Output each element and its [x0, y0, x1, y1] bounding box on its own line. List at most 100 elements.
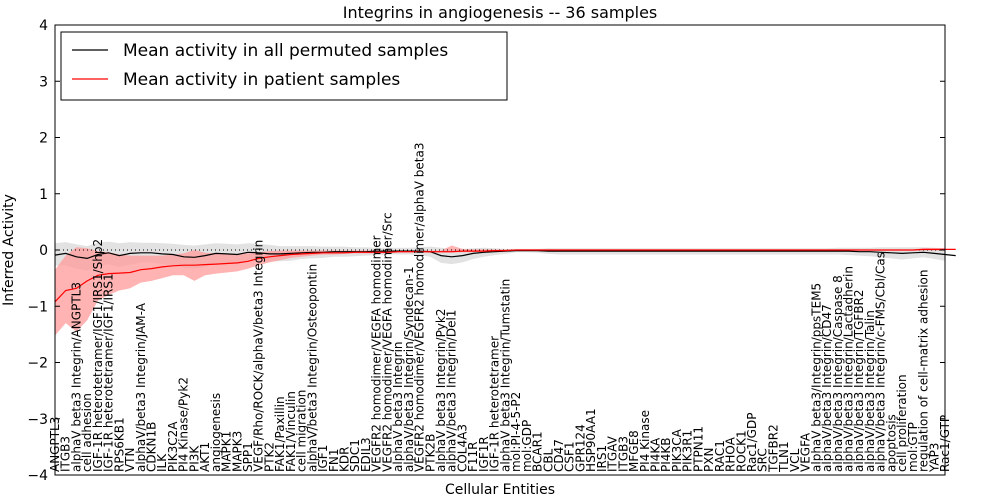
x-tick-label: PI4 Kinase	[638, 410, 652, 472]
x-tick-label: alphaV/beta3 Integrin/Osteopontin	[305, 264, 319, 472]
x-tick-label: VEGFR2 homodimer/VEGFR2 homodimer/alphaV…	[413, 143, 427, 473]
x-tick-label: alphaV beta3/Integrin/ppsTEM5	[809, 283, 823, 472]
y-tick-label: 2	[39, 131, 48, 147]
x-tick-label: ITGB3	[59, 436, 73, 472]
legend-label-2: Mean activity in patient samples	[123, 70, 400, 90]
x-tick-label: COL4A3	[456, 424, 470, 472]
x-tick-label: IGF-1R heterotetramer/IGF1/IRS1/Shp2	[91, 239, 105, 472]
x-tick-label: alphaV beta3 Integrin/Tumstatin	[498, 279, 512, 472]
x-tick-label: alphaV/beta3 Integrin/JAM-A	[134, 302, 148, 472]
legend-box	[60, 31, 508, 101]
x-tick-label: PTK2B	[423, 434, 437, 472]
y-tick-label: 4	[39, 18, 48, 34]
x-tick-label: FAK1/Vinculin	[284, 391, 298, 472]
x-tick-label: PI4KA	[649, 437, 663, 472]
x-tick-label: CBL	[541, 448, 555, 472]
x-tick-label: mol:GTP	[906, 422, 920, 472]
x-tick-label: PTPN11	[691, 426, 705, 472]
x-tick-label: cell adhesion	[80, 393, 94, 472]
x-tick-label: MAPK1	[220, 431, 234, 472]
x-tick-label: TLN1	[777, 441, 791, 473]
y-tick-label: 0	[39, 243, 48, 259]
x-tick-label: mol:GDP	[520, 420, 534, 472]
x-tick-label: alphaV/beta3 Integrin/Caspase 8	[831, 275, 845, 472]
x-tick-label: GPR124	[573, 424, 587, 472]
x-tick-label: PTK2	[263, 442, 277, 472]
x-tick-label: FN1	[327, 448, 341, 472]
x-tick-label: alphaV/beta3 Integrin/CD47	[820, 304, 834, 472]
x-tick-label: ITGAV	[606, 435, 620, 472]
x-tick-label: VEGFR2 homodimer/VEGFA homodimer	[370, 235, 384, 472]
x-tick-label: HSP90AA1	[584, 408, 598, 472]
y-tick-label: 3	[39, 74, 48, 90]
y-tick-label: −1	[27, 299, 48, 315]
x-tick-label: alphaV beta3 Integrin	[391, 341, 405, 472]
x-tick-label: SPP1	[241, 442, 255, 472]
y-axis-label: Inferred Activity	[1, 194, 17, 306]
x-tick-label: PIK3C2A	[166, 421, 180, 472]
x-tick-label: TGFBR2	[766, 424, 780, 473]
x-tick-label: BCAR1	[531, 431, 545, 472]
x-tick-label: F11R	[466, 441, 480, 472]
series-1-band	[55, 241, 945, 271]
x-tick-label: VCL	[788, 448, 802, 472]
x-tick-label: IGF1	[316, 445, 330, 472]
series-lines	[54, 248, 956, 303]
x-tick-label: IGF-1R heterotetramer/IGF1/IRS1	[102, 273, 116, 472]
x-tick-label: VEGF/Rho/ROCK/alphaV/beta3 Integrin	[252, 240, 266, 472]
x-tick-label: RHOA	[724, 436, 738, 472]
x-tick-label: SDC1	[348, 439, 362, 472]
x-tick-label: CDKN1B	[145, 422, 159, 472]
legend: Mean activity in all permuted samples Mea…	[60, 31, 508, 101]
x-tick-label: ROCK1	[734, 430, 748, 472]
x-tick-label: ILK	[155, 453, 169, 472]
x-tick-label: MFGE8	[627, 430, 641, 472]
x-tick-label: RAC1	[713, 440, 727, 472]
y-tick-label: −4	[27, 468, 48, 484]
x-tick-label: cell migration	[295, 390, 309, 472]
plot-frame	[54, 24, 946, 476]
x-tick-label: IGF1R	[477, 436, 491, 472]
x-tick-label: alphaV/beta3 Integrin/TGFBR2	[852, 289, 866, 472]
x-tick-label: PIK3R1	[681, 430, 695, 472]
x-tick-label: FAK1/Paxillin	[273, 396, 287, 472]
x-tick-label: MAPK3	[230, 431, 244, 472]
x-tick-label: PI4 Kinase/Pyk2	[177, 377, 191, 472]
x-tick-label: Rac1/GDP	[745, 413, 759, 472]
legend-label-1: Mean activity in all permuted samples	[123, 41, 448, 61]
x-tick-label: KDR	[338, 447, 352, 472]
chart-title: Integrins in angiogenesis -- 36 samples	[343, 3, 658, 22]
x-tick-label: IRS1	[595, 445, 609, 472]
x-tick-label: alphaV/beta3 Integrin/Del1	[445, 310, 459, 472]
y-axis-ticks: 4 3 2 1 0 −1 −2 −3 −4	[27, 18, 945, 484]
x-tick-label: VEGFA	[799, 432, 813, 472]
x-tick-label: VEGFR2 homodimer/VEGFA homodimer/Src	[380, 212, 394, 472]
x-tick-label: CD47	[552, 439, 566, 472]
x-tick-label: mol:PI-4-5-P2	[509, 392, 523, 472]
x-tick-label: PIK3CA	[670, 428, 684, 472]
x-tick-label: RPS6KB1	[112, 417, 126, 472]
y-tick-label: −3	[27, 412, 48, 428]
x-tick-label: AKT1	[198, 442, 212, 472]
x-tick-label: apoptosis	[884, 414, 898, 472]
x-tick-label: cell proliferation	[895, 374, 909, 472]
x-tick-label: YAP3	[927, 443, 941, 473]
x-axis-label: Cellular Entities	[445, 482, 555, 498]
x-tick-label: SRC	[756, 448, 770, 472]
y-tick-label: 1	[39, 187, 48, 203]
x-tick-label: alphaV/beta3 Integrin/Talin	[863, 310, 877, 472]
x-tick-label: alphaV/beta3 Integrin/c-FMS/Cbl/Cas	[874, 252, 888, 472]
confidence-bands	[55, 241, 945, 336]
y-tick-label: −2	[27, 356, 48, 372]
x-tick-label: PI3K	[187, 445, 201, 472]
x-tick-label: alphaV/beta3 Integrin/Lactadherin	[842, 266, 856, 472]
x-tick-label: alphaV beta3 Integrin/ANGPTL3	[69, 282, 83, 472]
x-tick-label: regulation of cell-matrix adhesion	[917, 269, 931, 472]
x-tick-label: angiogenesis	[209, 393, 223, 472]
x-tick-label: alphaV beta3 Integrin/Pyk2	[434, 308, 448, 471]
x-tick-label: IGF-1R heterotetramer	[488, 336, 502, 472]
x-tick-label: alphaV/beta3 Integrin/Syndecan-1	[402, 266, 416, 472]
x-tick-label: PI4KB	[659, 437, 673, 472]
